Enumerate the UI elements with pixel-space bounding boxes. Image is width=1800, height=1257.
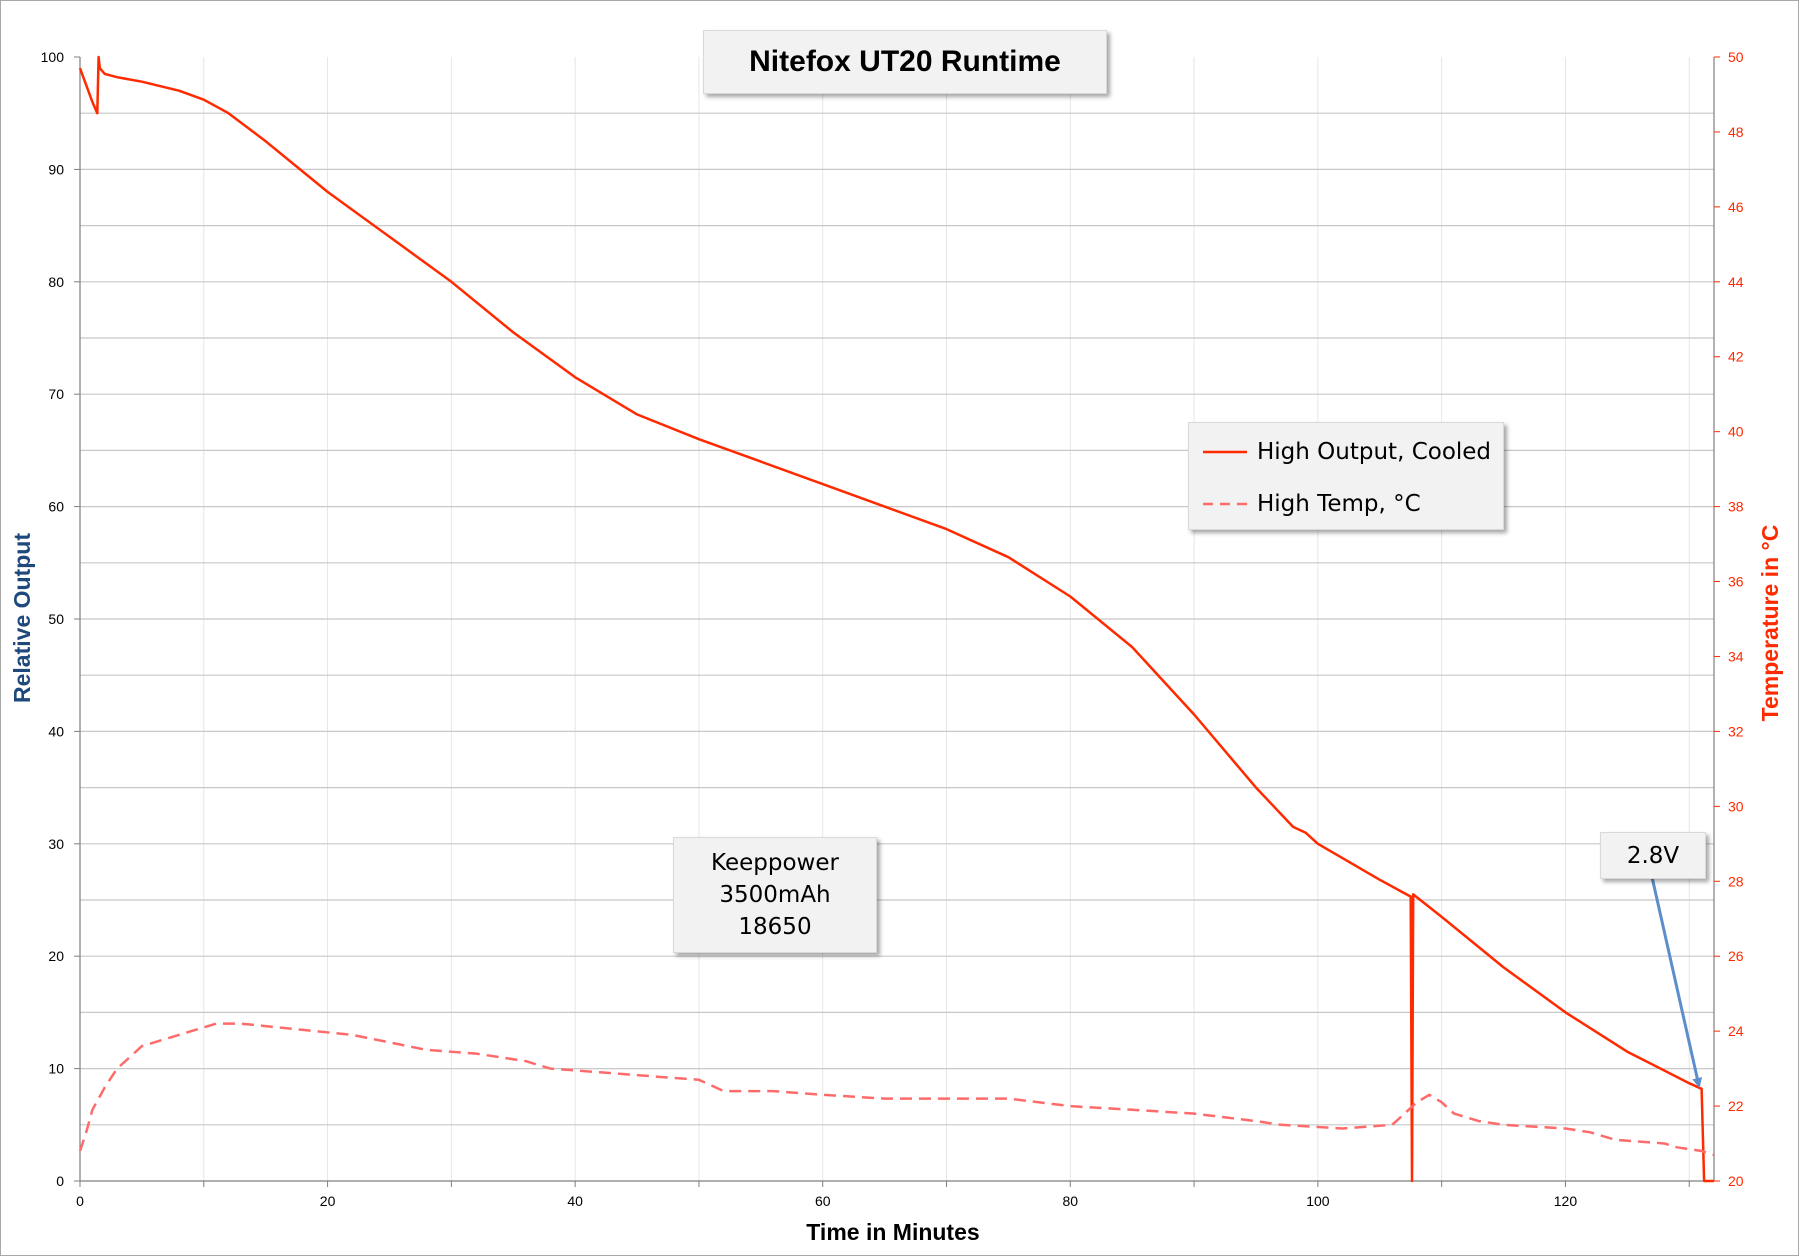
y-left-tick-label: 10 [48,1061,64,1077]
y-axis-right-title: Temperature in °C [1757,525,1783,722]
x-tick-label: 80 [1063,1193,1079,1209]
gridlines [80,57,1714,1181]
y-left-tick-label: 30 [48,836,64,852]
y-right-tick-label: 30 [1728,798,1744,814]
x-tick-label: 40 [567,1193,583,1209]
x-axis-title: Time in Minutes [806,1219,979,1245]
x-tick-label: 0 [76,1193,84,1209]
legend-item-output: High Output, Cooled [1203,437,1491,467]
legend-swatch-solid [1203,450,1247,454]
legend-label-temp: High Temp, °C [1257,491,1421,517]
y-right-tick-label: 36 [1728,574,1744,590]
y-left-tick-label: 20 [48,948,64,964]
y-left-tick-label: 50 [48,611,64,627]
legend-label-output: High Output, Cooled [1257,439,1492,465]
x-tick-label: 60 [815,1193,831,1209]
series-layer [78,55,1715,1183]
y-right-tick-label: 34 [1728,648,1744,664]
x-tick-label: 20 [320,1193,336,1209]
y-right-tick-label: 32 [1728,723,1744,739]
battery-note: Keeppower 3500mAh 18650 [673,837,877,953]
legend-item-temp: High Temp, °C [1203,489,1421,519]
y-left-tick-label: 70 [48,386,64,402]
y-left-tick-label: 60 [48,499,64,515]
tick-labels: 0 10 20 30 40 50 60 70 80 90 100 20 22 24 26 28 30 32 34 36… [41,49,1744,1209]
chart-title-box: Nitefox UT20 Runtime [703,30,1107,94]
cutoff-callout: 2.8V [1600,832,1706,879]
y-left-tick-label: 100 [41,49,65,65]
legend: High Output, Cooled High Temp, °C [1188,422,1504,530]
legend-swatch-dashed [1203,502,1247,506]
battery-note-line-2: 3500mAh [719,882,831,908]
y-right-tick-label: 38 [1728,499,1744,515]
y-right-tick-label: 50 [1728,49,1744,65]
y-right-tick-label: 26 [1728,948,1744,964]
y-right-tick-label: 48 [1728,124,1744,140]
y-right-tick-label: 24 [1728,1023,1744,1039]
y-left-tick-label: 90 [48,161,64,177]
series-line-output [78,55,1714,1183]
y-right-tick-label: 46 [1728,199,1744,215]
y-right-tick-label: 28 [1728,873,1744,889]
y-right-tick-label: 40 [1728,424,1744,440]
series-line-temperature [78,1022,1715,1156]
y-right-tick-label: 42 [1728,349,1744,365]
y-right-tick-label: 22 [1728,1098,1744,1114]
battery-note-line-3: 18650 [738,914,812,940]
x-tick-label: 100 [1306,1193,1330,1209]
cutoff-label: 2.8V [1626,842,1680,869]
cutoff-arrow [1650,876,1703,1088]
y-right-tick-label: 44 [1728,274,1744,290]
battery-note-line-1: Keeppower [711,850,839,876]
y-right-tick-label: 20 [1728,1173,1744,1189]
x-tick-label: 120 [1554,1193,1578,1209]
y-left-tick-label: 80 [48,274,64,290]
y-left-tick-label: 0 [56,1173,64,1189]
y-axis-left-title: Relative Output [9,533,35,703]
axes [74,56,1720,1187]
y-left-tick-label: 40 [48,723,64,739]
chart-title: Nitefox UT20 Runtime [749,45,1061,78]
